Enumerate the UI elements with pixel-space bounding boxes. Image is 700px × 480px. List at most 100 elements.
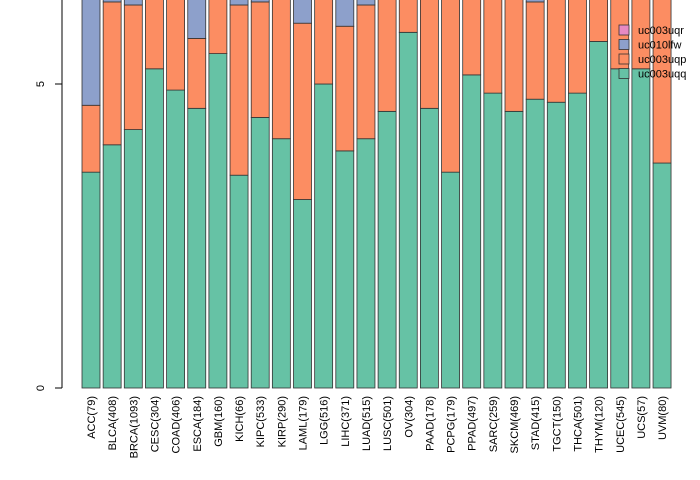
- bar-segment-uc010lfw: [356, 0, 376, 6]
- legend-label-uc003uqq: uc003uqq: [638, 69, 686, 81]
- x-tick-label: BLCA(408): [107, 396, 119, 450]
- x-tick-label: THCA(501): [572, 396, 584, 452]
- bar-segment-uc003uqq: [610, 68, 630, 389]
- bar-segment-uc003uqp: [568, 0, 587, 94]
- bar-segment-uc003uqp: [631, 0, 651, 70]
- bar-segment-uc003uqq: [293, 199, 312, 389]
- bar-segment-uc003uqp: [377, 0, 397, 112]
- bar-segment-uc003uqp: [504, 0, 524, 112]
- legend-swatch-uc003uqq: [618, 68, 630, 79]
- y-tick-label: 0: [35, 385, 47, 391]
- bar-segment-uc003uqq: [271, 138, 291, 389]
- bar-segment-uc010lfw: [187, 0, 207, 39]
- bar-segment-uc003uqq: [81, 171, 101, 389]
- bar-segment-uc003uqp: [293, 22, 312, 200]
- bar-segment-uc003uqq: [314, 83, 334, 389]
- bar-segment-uc003uqp: [441, 0, 460, 173]
- x-tick-label: THYM(120): [594, 396, 606, 453]
- bar-segment-uc003uqp: [271, 0, 291, 140]
- y-tick-label: 5: [35, 81, 47, 87]
- bar-segment-uc003uqp: [419, 0, 439, 109]
- x-tick-label: PAAD(178): [424, 396, 436, 451]
- x-tick-label: KICH(66): [234, 396, 246, 442]
- bar-segment-uc010lfw: [123, 0, 143, 6]
- x-tick-label: ACC(79): [86, 396, 98, 439]
- bar-segment-uc003uqp: [81, 104, 101, 173]
- x-tick-label: GBM(160): [213, 396, 225, 447]
- bar-segment-uc010lfw: [229, 0, 249, 6]
- bar-segment-uc010lfw: [525, 0, 545, 3]
- bar-segment-uc003uqp: [652, 0, 672, 164]
- bar-segment-uc003uqq: [568, 92, 587, 389]
- legend-label-uc003uqp: uc003uqp: [638, 54, 686, 66]
- x-tick-label: KIPC(533): [255, 396, 267, 447]
- x-tick-label: UCS(57): [636, 396, 648, 439]
- bar-segment-uc003uqp: [102, 1, 122, 146]
- x-tick-label: PPAD(497): [467, 396, 479, 451]
- bar-segment-uc003uqq: [356, 138, 376, 389]
- bar-segment-uc003uqp: [356, 4, 376, 140]
- x-tick-label: SKCM(469): [509, 396, 521, 453]
- bar-segment-uc003uqq: [377, 110, 397, 389]
- bar-segment-uc003uqq: [589, 41, 608, 389]
- x-axis-labels: ACC(79) BLCA(408) BRCA(1093) CESC(304) COAD(…: [86, 396, 669, 458]
- bar-segment-uc003uqp: [314, 0, 334, 85]
- bar-segment-uc010lfw: [81, 0, 101, 106]
- legend-swatch-uc003uqp: [618, 53, 630, 65]
- x-tick-label: OV(304): [403, 396, 415, 438]
- bar-segment-uc003uqq: [483, 92, 503, 389]
- bar-segment-uc003uqq: [504, 110, 524, 389]
- bar-segment-uc003uqq: [546, 101, 566, 389]
- bar-segment-uc003uqq: [335, 150, 355, 389]
- x-tick-label: LGG(516): [319, 396, 331, 445]
- legend-label-uc010lfw: uc010lfw: [638, 40, 681, 52]
- bar-segment-uc003uqp: [166, 0, 186, 91]
- bar-segment-uc003uqq: [398, 31, 418, 389]
- legend-label-uc003uqr: uc003uqr: [638, 25, 684, 37]
- bar-segment-uc003uqp: [546, 0, 566, 103]
- bar-segment-uc003uqp: [123, 4, 143, 130]
- bar-segment-uc003uqq: [229, 174, 249, 389]
- x-tick-label: KIRP(290): [276, 396, 288, 447]
- x-tick-label: UCEC(545): [615, 396, 627, 453]
- x-tick-label: PCPG(179): [446, 396, 458, 453]
- x-tick-label: LAML(179): [298, 396, 310, 450]
- bar-segment-uc003uqq: [419, 107, 439, 389]
- x-tick-label: LUSC(501): [382, 396, 394, 451]
- x-tick-label: COAD(406): [171, 396, 183, 453]
- x-tick-label: SARC(259): [488, 396, 500, 452]
- bar-segment-uc003uqq: [166, 89, 186, 389]
- x-tick-label: STAD(415): [530, 396, 542, 450]
- bar-segment-uc003uqq: [102, 144, 122, 389]
- bar-segment-uc010lfw: [250, 0, 270, 3]
- bar-segment-uc003uqp: [250, 1, 270, 118]
- bar-segment-uc003uqq: [525, 98, 545, 389]
- bar-segment-uc003uqp: [525, 1, 545, 100]
- bar-segment-uc003uqq: [441, 171, 460, 389]
- bar-segment-uc003uqp: [398, 0, 418, 33]
- bar-segment-uc003uqp: [483, 0, 503, 94]
- y-axis: 051015: [35, 0, 63, 391]
- legend: uc003uqr uc010lfw uc003uqp uc003uqq: [618, 24, 686, 81]
- bar-segment-uc003uqq: [208, 53, 228, 389]
- bar-segment-uc003uqq: [462, 74, 482, 389]
- bar-segment-uc003uqp: [208, 0, 228, 54]
- bar-segment-uc003uqq: [250, 117, 270, 389]
- bars-layer: [81, 0, 672, 389]
- legend-swatch-uc003uqr: [618, 24, 630, 36]
- bar-segment-uc003uqq: [631, 68, 651, 389]
- x-tick-label: LUAD(515): [361, 396, 373, 451]
- legend-swatch-uc010lfw: [618, 39, 630, 50]
- bar-segment-uc010lfw: [335, 0, 355, 27]
- bar-segment-uc003uqq: [145, 68, 164, 389]
- x-tick-label: LIHC(371): [340, 396, 352, 447]
- bar-segment-uc003uqq: [652, 162, 672, 389]
- bar-segment-uc003uqp: [187, 38, 207, 109]
- x-tick-label: TGCT(150): [551, 396, 563, 452]
- bar-segment-uc003uqq: [187, 107, 207, 389]
- x-tick-label: UVM(80): [657, 396, 669, 440]
- bar-segment-uc010lfw: [102, 0, 122, 3]
- x-tick-label: BRCA(1093): [128, 396, 140, 458]
- bar-segment-uc003uqq: [123, 129, 143, 389]
